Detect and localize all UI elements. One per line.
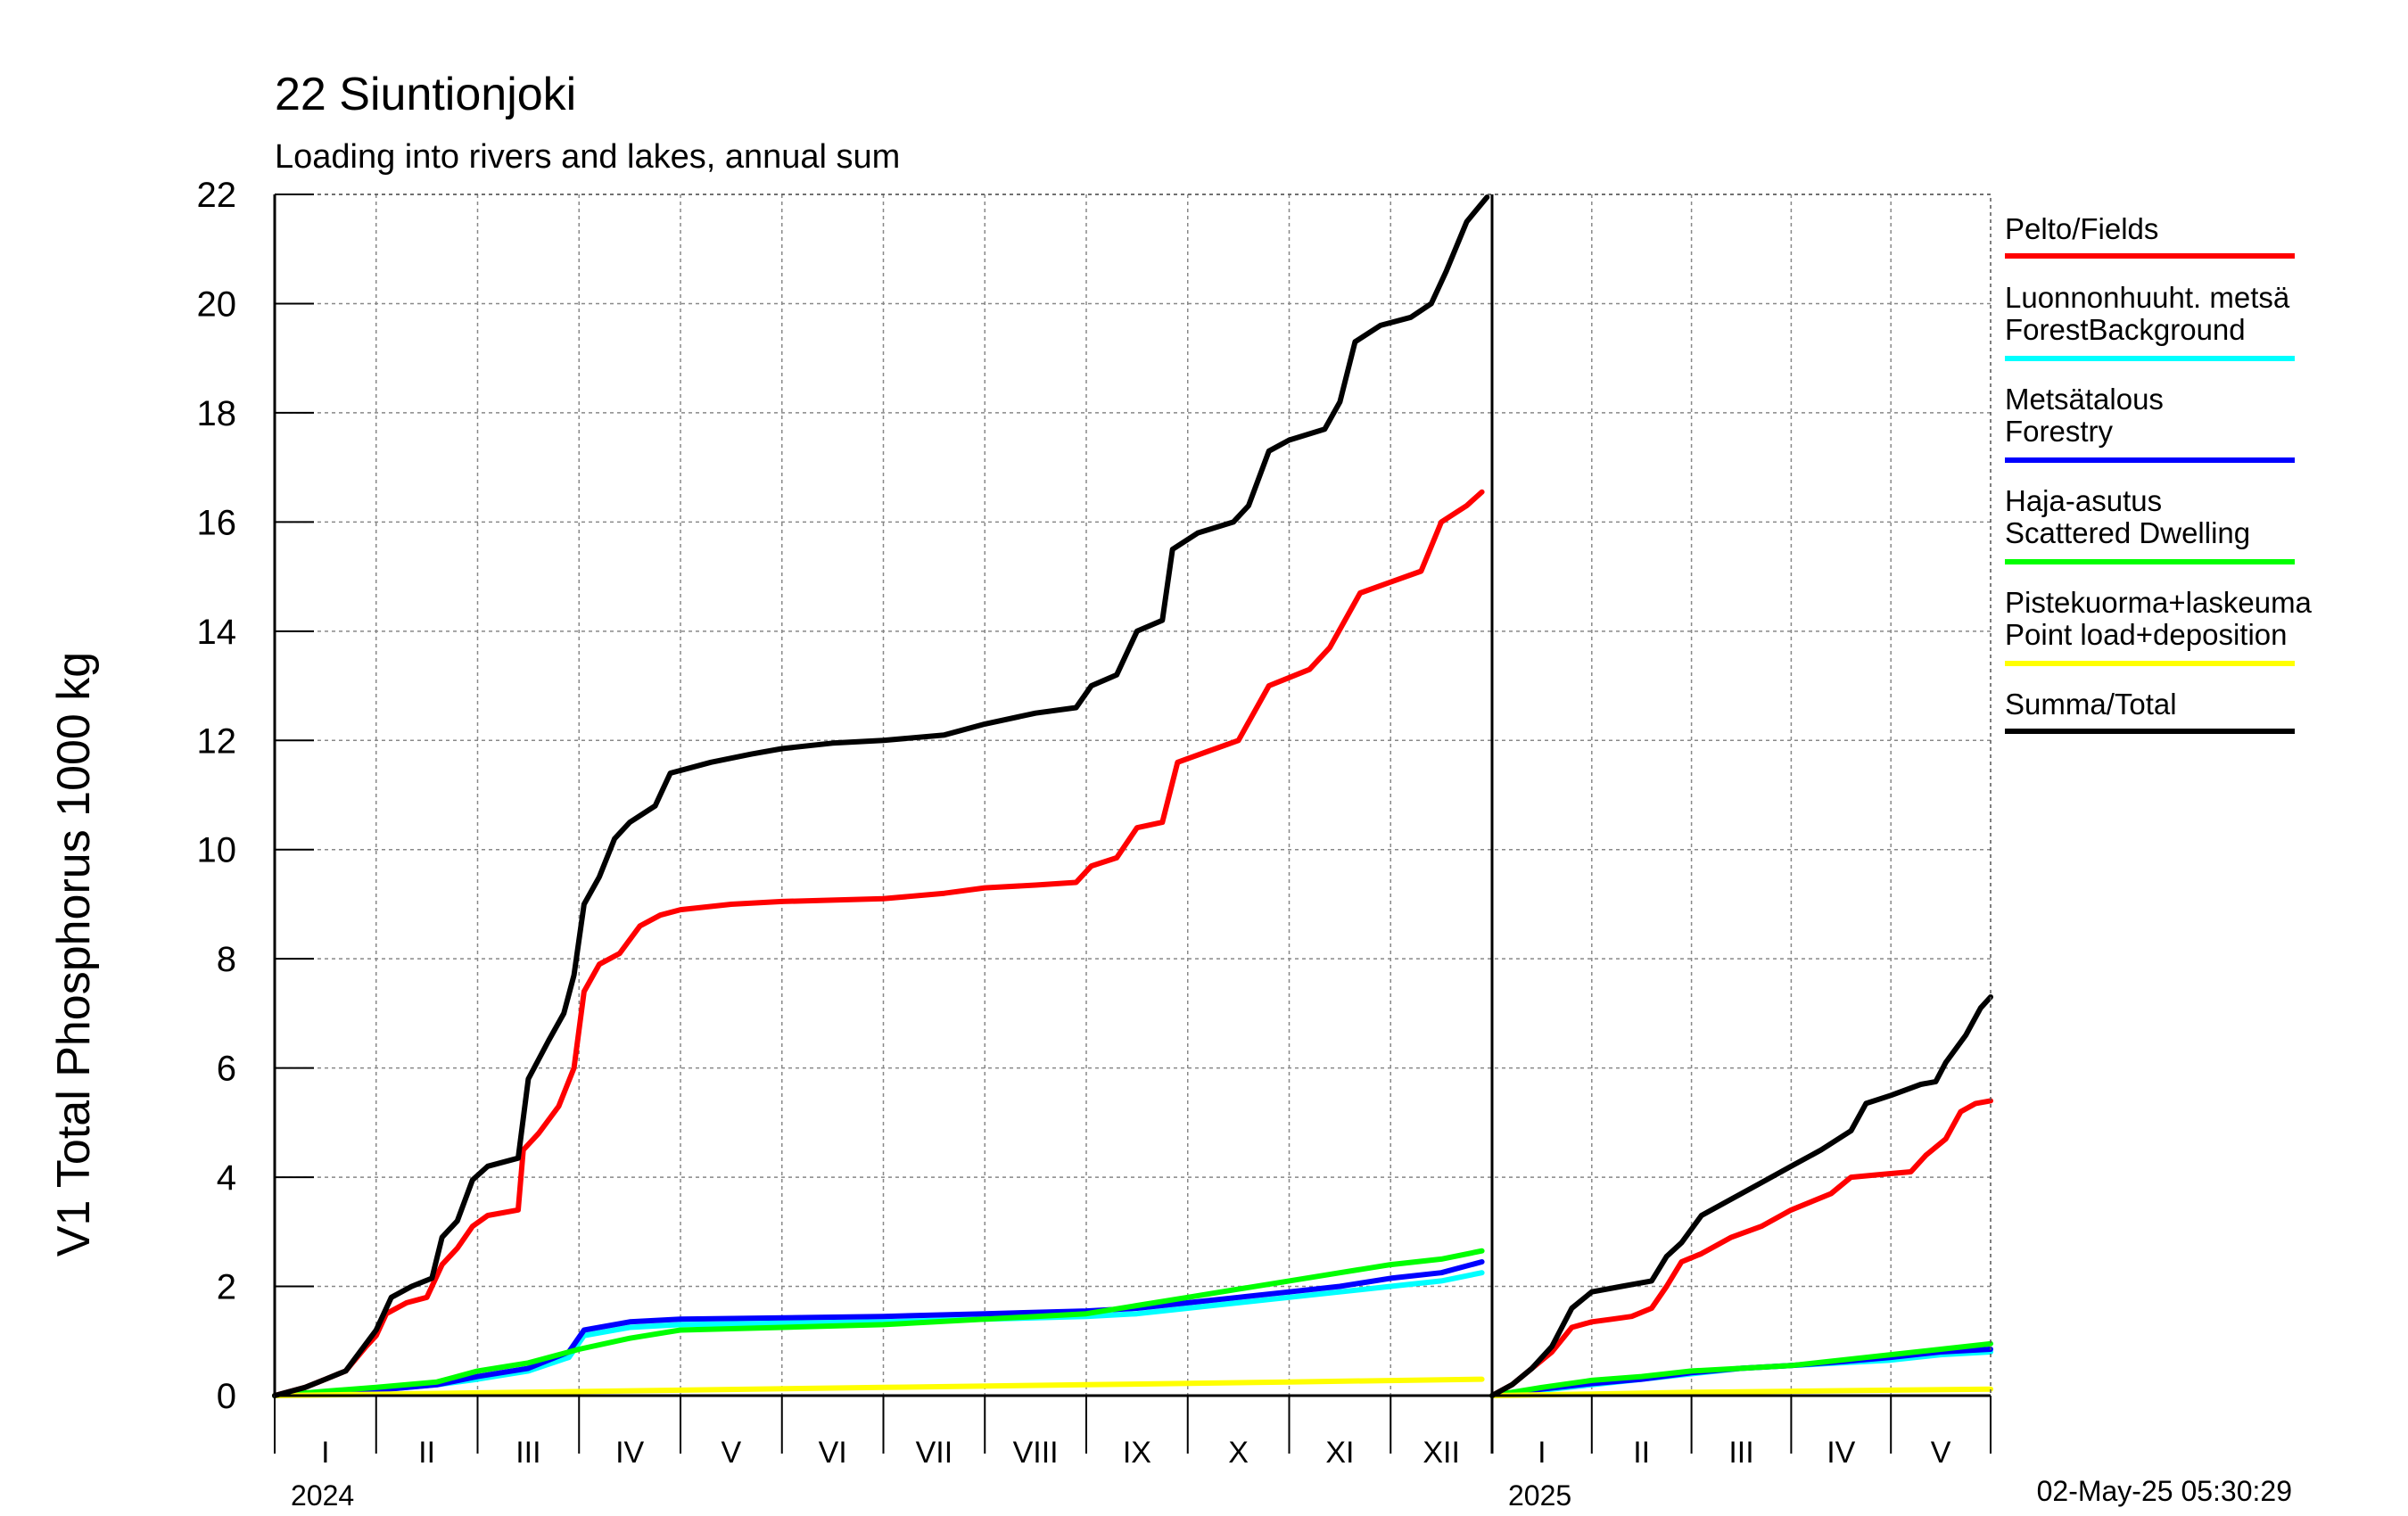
x-tick-label: X (1228, 1436, 1249, 1470)
timestamp: 02-May-25 05:30:29 (2037, 1475, 2292, 1507)
y-tick-label: 4 (217, 1158, 236, 1198)
series-line (272, 1259, 1485, 1398)
series-line (272, 1248, 1485, 1398)
y-tick-label: 8 (217, 940, 236, 979)
x-year-label: 2025 (1508, 1479, 1571, 1512)
x-tick-label: VI (819, 1436, 847, 1470)
y-axis-label: V1 Total Phosphorus 1000 kg (48, 652, 100, 1256)
grid-layer (275, 194, 1991, 1397)
legend: Pelto/Fields Luonnonhuuht. metsäForestBac… (2005, 212, 2313, 734)
x-tick-label: XI (1325, 1436, 1354, 1470)
series-layer (272, 194, 1993, 1398)
series-line (272, 194, 1490, 1398)
x-year-label: 2024 (291, 1479, 354, 1512)
legend-label: Pelto/Fields (2005, 212, 2158, 245)
legend-label: ForestBackground (2005, 313, 2246, 346)
plot-frame (274, 194, 1992, 1397)
x-tick-label: XII (1423, 1436, 1460, 1470)
series-line (272, 489, 1485, 1398)
x-tick-label: II (418, 1436, 435, 1470)
y-tick-label: 2 (217, 1268, 236, 1307)
y-tick-label: 10 (197, 831, 237, 870)
legend-label: Pistekuorma+laskeuma (2005, 586, 2313, 619)
y-tick-label: 12 (197, 721, 237, 761)
x-tick-label: IX (1123, 1436, 1151, 1470)
series-line (272, 1376, 1485, 1398)
x-tick-label: V (1931, 1436, 1951, 1470)
legend-label: Luonnonhuuht. metsä (2005, 281, 2290, 314)
y-tick-label: 20 (197, 284, 237, 324)
series-line (1489, 994, 1993, 1398)
x-tick-label: II (1633, 1436, 1650, 1470)
legend-label: Haja-asutus (2005, 484, 2162, 517)
legend-label: Scattered Dwelling (2005, 516, 2250, 549)
x-tick-label: I (321, 1436, 329, 1470)
y-tick-label: 22 (197, 176, 237, 215)
series-line (1489, 1098, 1993, 1398)
legend-label: Forestry (2005, 415, 2114, 448)
legend-label: Summa/Total (2005, 688, 2177, 721)
y-tick-label: 6 (217, 1050, 236, 1089)
x-tick-label: VIII (1013, 1436, 1059, 1470)
chart-subtitle: Loading into rivers and lakes, annual su… (275, 138, 900, 176)
axes-layer (273, 194, 1992, 1454)
legend-label: Metsätalous (2005, 383, 2164, 416)
x-tick-label: I (1538, 1436, 1546, 1470)
chart-title: 22 Siuntionjoki (275, 69, 576, 120)
y-tick-label: 18 (197, 394, 237, 433)
series-line (1489, 1340, 1993, 1398)
y-tick-label: 14 (197, 613, 237, 652)
y-tick-label: 0 (217, 1377, 236, 1416)
x-tick-label: VII (916, 1436, 953, 1470)
x-tick-label: IV (1827, 1436, 1855, 1470)
x-tick-label: III (515, 1436, 540, 1470)
x-tick-label: V (722, 1436, 742, 1470)
x-tick-label: III (1728, 1436, 1753, 1470)
legend-label: Point load+deposition (2005, 618, 2288, 651)
y-tick-label: 16 (197, 503, 237, 542)
x-tick-label: IV (615, 1436, 644, 1470)
